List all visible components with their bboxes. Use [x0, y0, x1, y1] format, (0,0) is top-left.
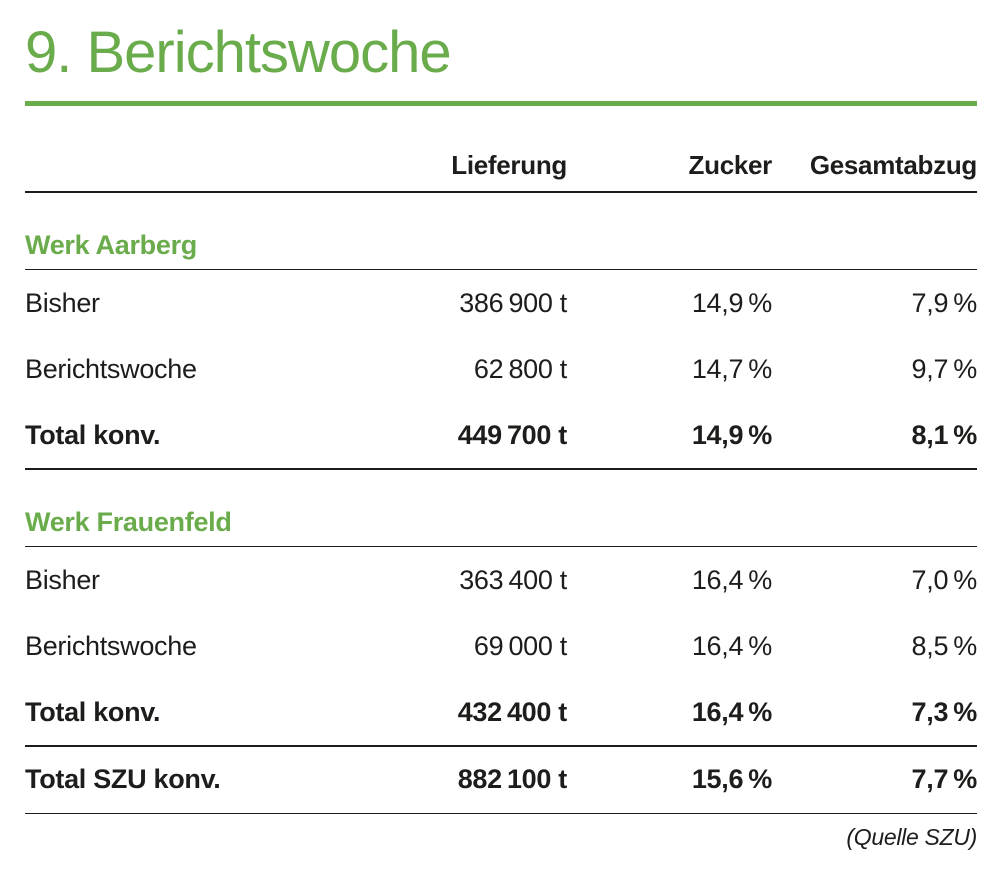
table-bottom-rule	[25, 812, 977, 815]
table-header-row: Lieferung Zucker Gesamtabzug	[25, 106, 977, 191]
row-label: Bisher	[25, 564, 100, 595]
cell-zucker: 16,4 %	[691, 630, 772, 661]
table-row-frauenfeld-berichtswoche: Berichtswoche 69 000 t 16,4 % 8,5 %	[25, 613, 977, 679]
cell-zucker: 14,9 %	[691, 419, 772, 450]
row-label: Bisher	[25, 287, 100, 318]
column-header-lieferung: Lieferung	[451, 149, 567, 180]
cell-zucker: 14,7 %	[691, 353, 772, 384]
table-row-aarberg-total: Total konv. 449 700 t 14,9 % 8,1 %	[25, 402, 977, 468]
cell-lieferung: 386 900 t	[459, 287, 567, 318]
cell-gesamtabzug: 8,5 %	[911, 630, 978, 661]
source-note: (Quelle SZU)	[846, 824, 977, 851]
cell-gesamtabzug: 7,7 %	[911, 764, 978, 795]
row-label: Total konv.	[25, 419, 161, 450]
title-underline-rule	[25, 100, 977, 106]
cell-zucker: 15,6 %	[691, 764, 772, 795]
row-label: Berichtswoche	[25, 630, 197, 661]
cell-gesamtabzug: 7,9 %	[911, 287, 978, 318]
table-row-frauenfeld-total: Total konv. 432 400 t 16,4 % 7,3 %	[25, 679, 977, 745]
section-rule-aarberg	[25, 268, 977, 271]
cell-lieferung: 363 400 t	[459, 564, 567, 595]
section-end-rule-aarberg	[25, 468, 977, 470]
column-header-gesamtabzug: Gesamtabzug	[809, 149, 977, 180]
cell-gesamtabzug: 7,3 %	[911, 696, 978, 727]
section-end-rule-frauenfeld	[25, 745, 977, 747]
table-row-frauenfeld-bisher: Bisher 363 400 t 16,4 % 7,0 %	[25, 547, 977, 613]
cell-lieferung: 69 000 t	[473, 630, 567, 661]
cell-zucker: 16,4 %	[691, 696, 772, 727]
cell-lieferung: 449 700 t	[457, 419, 568, 450]
table-row-aarberg-bisher: Bisher 386 900 t 14,9 % 7,9 %	[25, 270, 977, 336]
column-header-zucker: Zucker	[688, 149, 773, 180]
section-heading-frauenfeld: Werk Frauenfeld	[25, 506, 232, 537]
cell-zucker: 16,4 %	[691, 564, 772, 595]
cell-zucker: 14,9 %	[691, 287, 772, 318]
cell-gesamtabzug: 8,1 %	[911, 419, 978, 450]
row-label: Total konv.	[25, 696, 161, 727]
cell-gesamtabzug: 7,0 %	[911, 564, 978, 595]
header-rule	[25, 190, 977, 193]
cell-gesamtabzug: 9,7 %	[911, 353, 978, 384]
cell-lieferung: 62 800 t	[473, 353, 567, 384]
table-row-aarberg-berichtswoche: Berichtswoche 62 800 t 14,7 % 9,7 %	[25, 336, 977, 402]
page-title: 9. Berichtswoche	[25, 20, 452, 85]
row-label: Total SZU konv.	[25, 764, 221, 795]
table-row-total-szu: Total SZU konv. 882 100 t 15,6 % 7,7 %	[25, 747, 977, 813]
row-label: Berichtswoche	[25, 353, 197, 384]
cell-lieferung: 432 400 t	[457, 696, 568, 727]
cell-lieferung: 882 100 t	[457, 764, 568, 795]
section-rule-frauenfeld	[25, 545, 977, 548]
section-heading-aarberg: Werk Aarberg	[25, 229, 197, 260]
